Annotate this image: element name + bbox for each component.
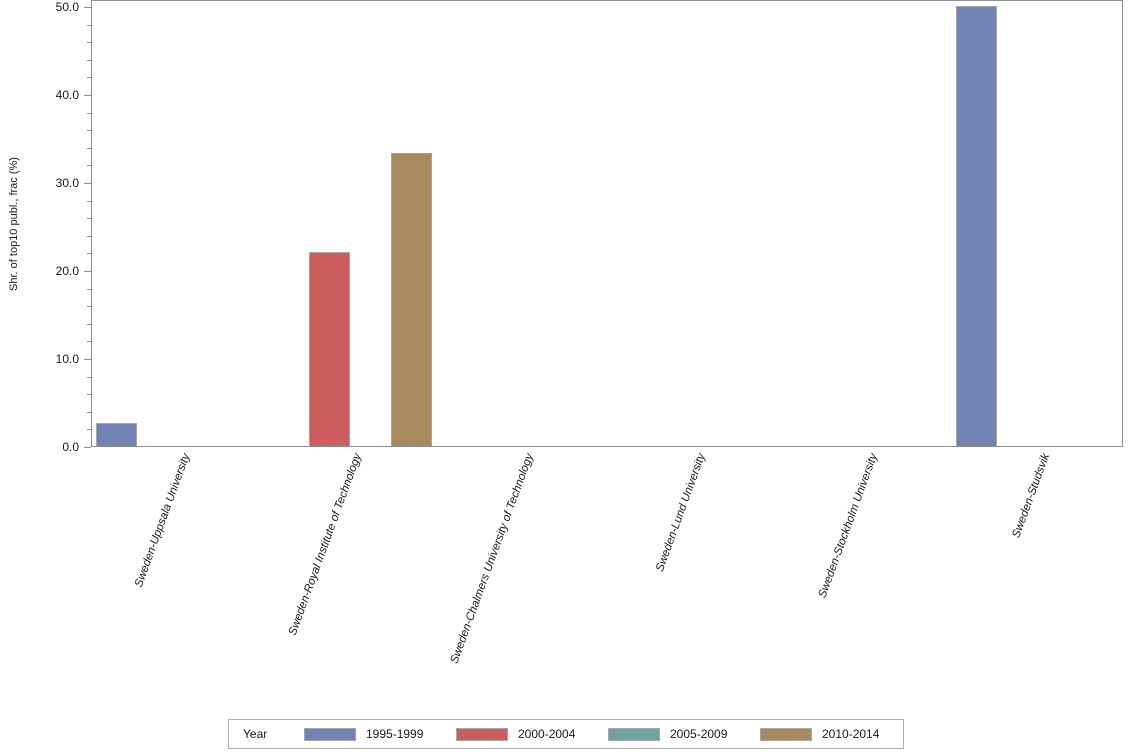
y-axis-minor-tick	[87, 429, 91, 430]
y-axis-major-tick	[84, 183, 91, 184]
y-axis-minor-tick	[87, 77, 91, 78]
y-axis-minor-tick	[87, 201, 91, 202]
y-axis-ticks: 0.0 10.0 20.0 30.0 40.0 50.0	[0, 0, 91, 460]
legend-item-2000-2004: 2000-2004	[456, 720, 575, 748]
y-axis-minor-tick	[87, 42, 91, 43]
y-axis-minor-tick	[87, 236, 91, 237]
y-axis-minor-tick	[87, 341, 91, 342]
legend-label-1995-1999: 1995-1999	[366, 727, 424, 741]
x-axis-category-label-2: Sweden-Chalmers University of Technology	[448, 452, 537, 666]
y-axis-minor-tick	[87, 25, 91, 26]
y-axis-minor-tick	[87, 165, 91, 166]
y-axis-tick-label: 30.0	[55, 176, 79, 190]
y-axis-major-tick	[84, 95, 91, 96]
legend-swatch-2005-2009	[608, 727, 660, 741]
y-axis-minor-tick	[87, 130, 91, 131]
legend-item-1995-1999: 1995-1999	[304, 720, 423, 748]
y-axis-tick-label: 20.0	[55, 264, 79, 278]
legend-swatch-2000-2004	[456, 727, 508, 741]
y-axis-minor-tick	[87, 289, 91, 290]
legend-label-2010-2014: 2010-2014	[822, 727, 880, 741]
legend-label-2000-2004: 2000-2004	[518, 727, 576, 741]
x-axis-category-label-4: Sweden-Stockholm University	[816, 452, 881, 600]
y-axis-minor-tick	[87, 306, 91, 307]
y-axis-tick-label: 0.0	[62, 440, 79, 454]
y-axis-minor-tick	[87, 60, 91, 61]
legend-item-2010-2014: 2010-2014	[760, 720, 879, 748]
bar-1995-1999-category-5	[956, 6, 997, 446]
y-axis-major-tick	[84, 7, 91, 8]
x-axis-category-label-3: Sweden-Lund University	[654, 452, 709, 574]
y-axis-minor-tick	[87, 113, 91, 114]
y-axis-minor-tick	[87, 377, 91, 378]
y-axis-minor-tick	[87, 324, 91, 325]
plot-area	[91, 0, 1123, 447]
legend: Year 1995-1999 2000-2004 2005-2009 2010-201…	[228, 719, 904, 749]
legend-swatch-2010-2014	[760, 727, 812, 741]
y-axis-minor-tick	[87, 394, 91, 395]
y-axis-major-tick	[84, 447, 91, 448]
y-axis-minor-tick	[87, 218, 91, 219]
bar-1995-1999-category-0	[96, 423, 137, 446]
x-axis-labels: Sweden-Uppsala University Sweden-Royal In…	[132, 452, 1053, 666]
y-axis-tick-label: 10.0	[55, 352, 79, 366]
bar-2000-2004-category-1	[309, 252, 350, 446]
y-axis-major-tick	[84, 271, 91, 272]
x-axis-category-label-5: Sweden-Studsvik	[1010, 452, 1053, 540]
y-axis-tick-label: 50.0	[55, 0, 79, 14]
legend-label-2005-2009: 2005-2009	[670, 727, 728, 741]
x-axis-category-label-0: Sweden-Uppsala University	[132, 452, 193, 589]
legend-swatch-1995-1999	[304, 727, 356, 741]
x-axis-category-label-1: Sweden-Royal Institute of Technology	[287, 452, 365, 638]
y-axis-tick-label: 40.0	[55, 88, 79, 102]
y-axis-minor-tick	[87, 253, 91, 254]
y-axis-minor-tick	[87, 412, 91, 413]
y-axis-major-tick	[84, 359, 91, 360]
y-axis-minor-tick	[87, 148, 91, 149]
bar-2010-2014-category-1	[391, 153, 432, 446]
legend-item-2005-2009: 2005-2009	[608, 720, 727, 748]
legend-title: Year	[243, 727, 268, 741]
